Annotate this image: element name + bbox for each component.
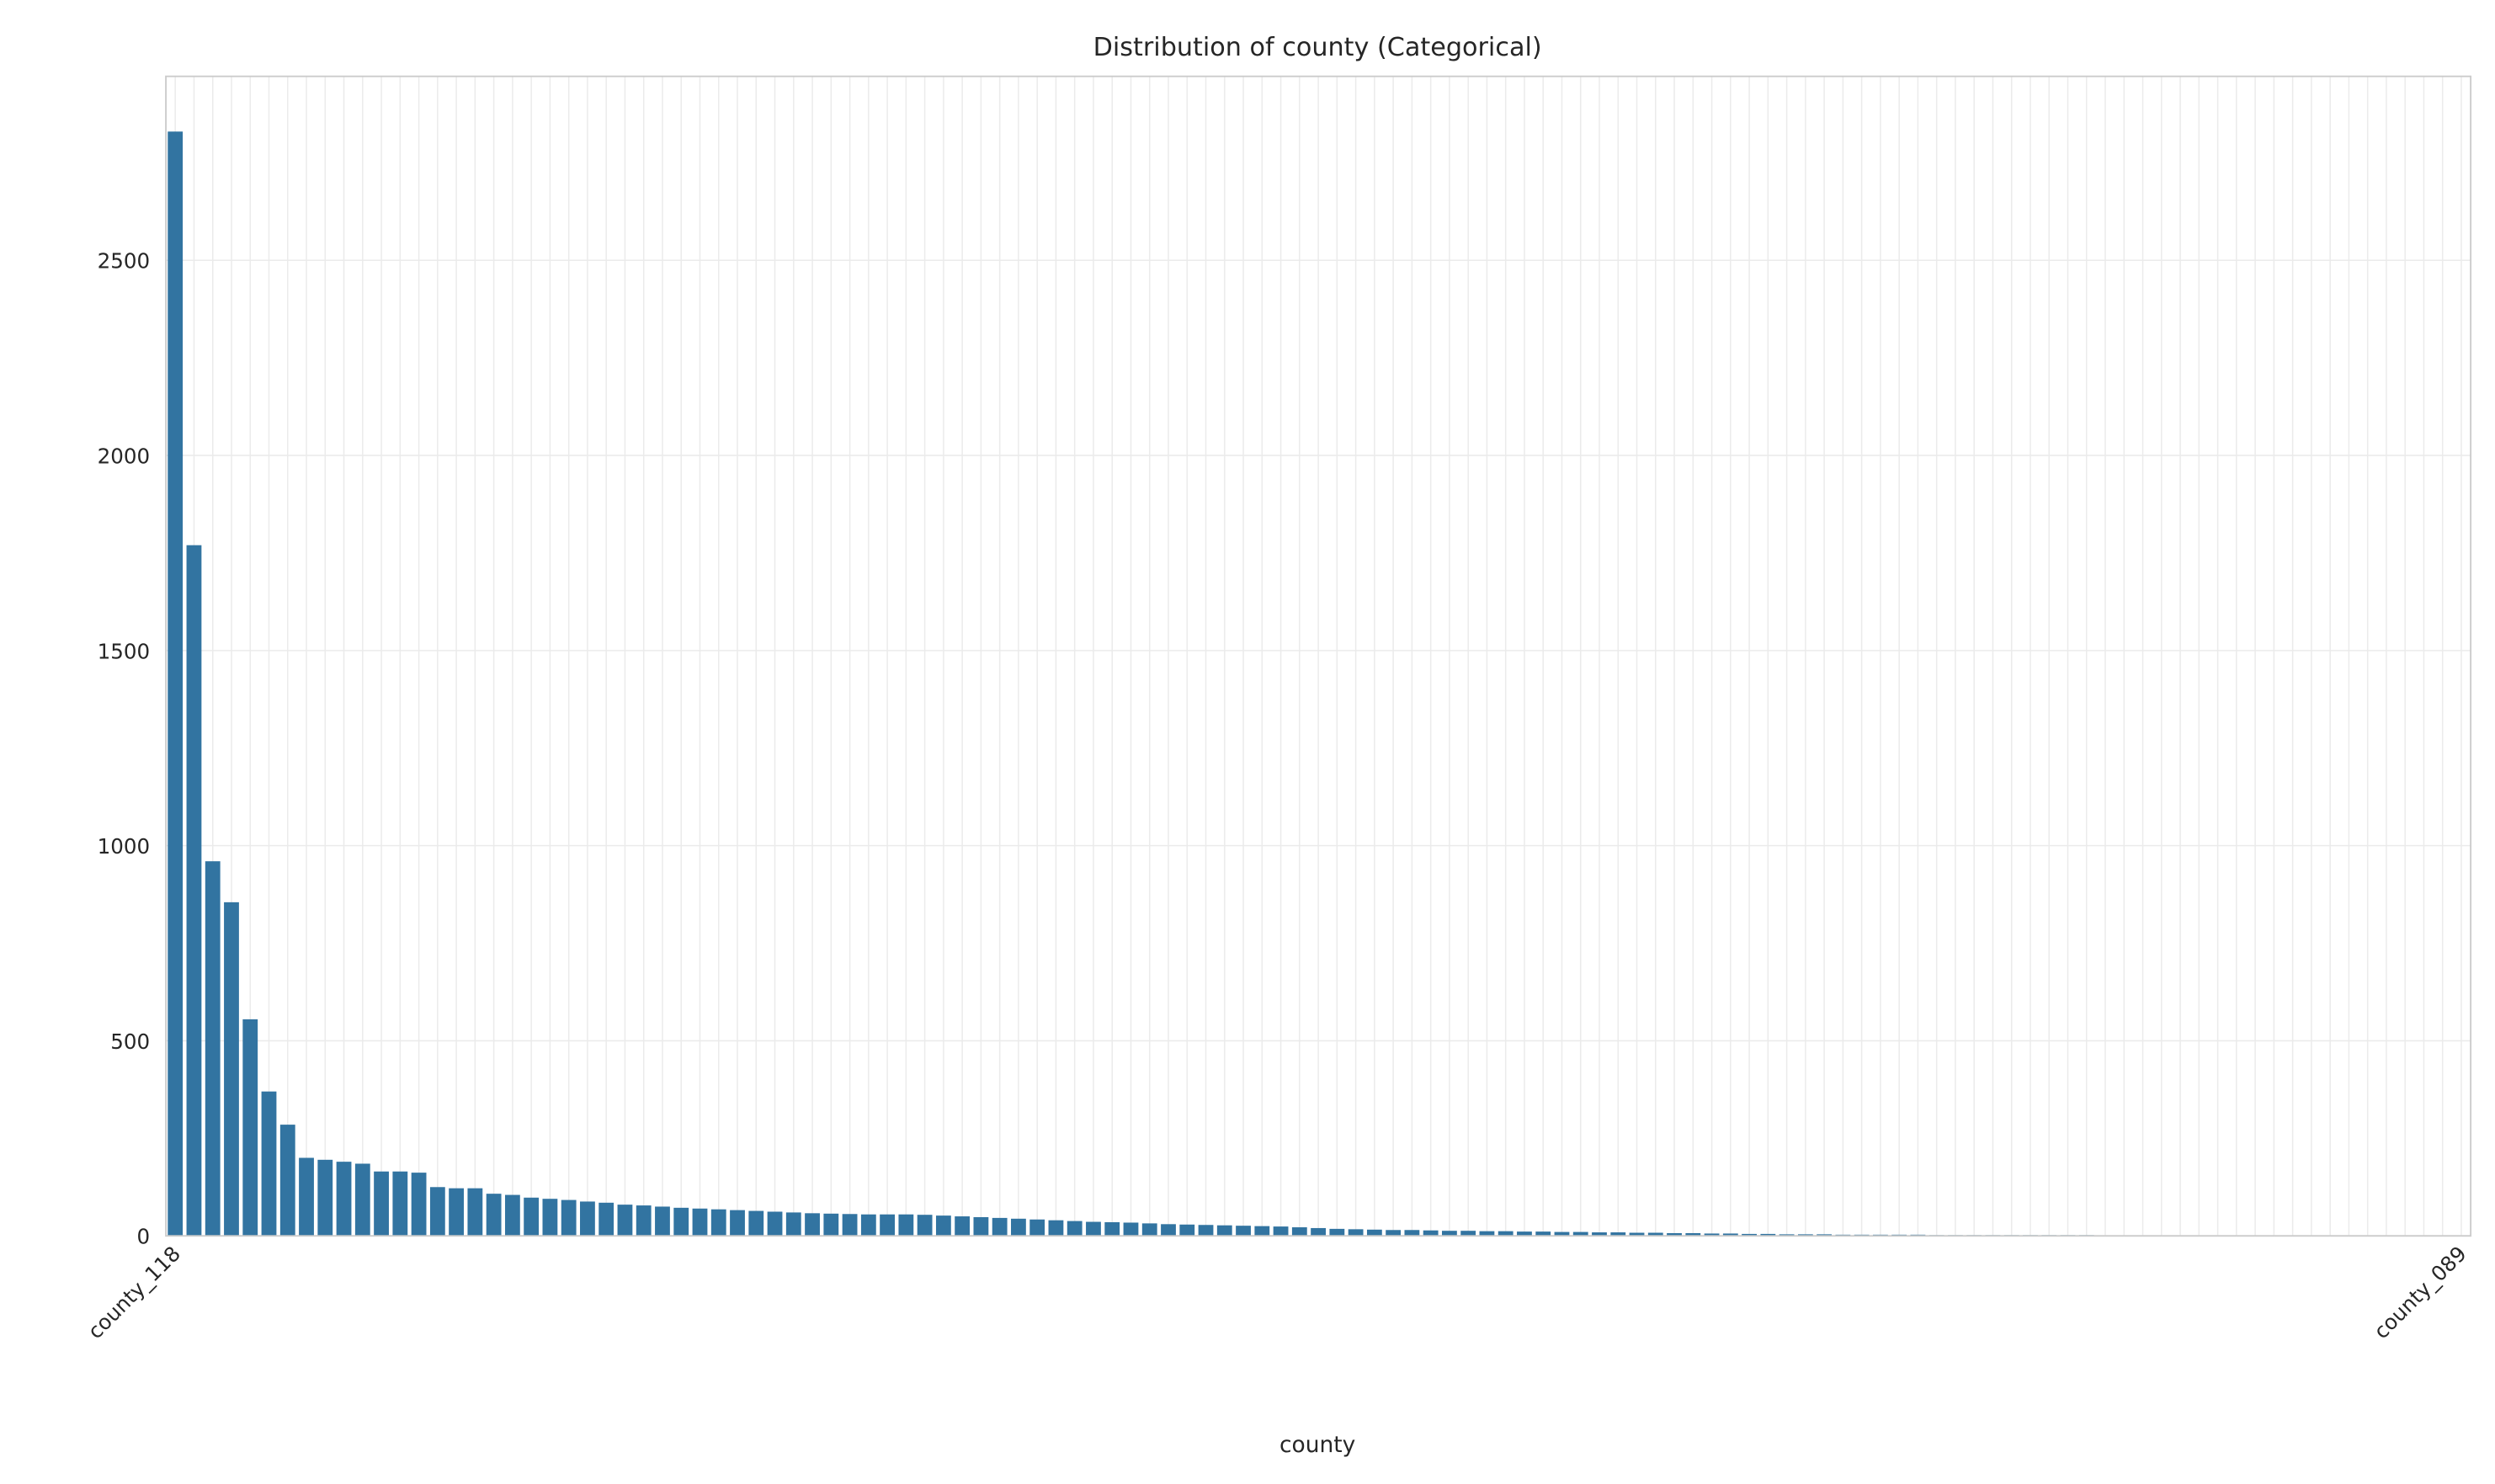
bar <box>1517 1231 1532 1237</box>
bar <box>935 1215 951 1237</box>
bar <box>1704 1233 1720 1237</box>
bar <box>486 1194 502 1237</box>
bar <box>374 1171 389 1237</box>
bar <box>1742 1233 1757 1237</box>
bar <box>1086 1221 1101 1237</box>
bar <box>1104 1221 1120 1237</box>
bar <box>186 545 202 1237</box>
bar <box>392 1171 408 1237</box>
bar <box>1216 1225 1232 1237</box>
bar <box>1311 1227 1326 1237</box>
bar <box>673 1207 689 1237</box>
bar <box>1572 1231 1588 1237</box>
bar <box>898 1214 914 1237</box>
bar <box>805 1213 820 1237</box>
bar <box>561 1199 577 1237</box>
bar <box>785 1212 801 1237</box>
bar <box>710 1209 726 1237</box>
bar <box>1404 1230 1420 1237</box>
bar <box>1348 1229 1364 1237</box>
chart-title: Distribution of county (Categorical) <box>1093 33 1542 62</box>
plot-frame <box>165 75 2472 1237</box>
bar <box>992 1217 1008 1237</box>
bar <box>1198 1225 1214 1237</box>
bar <box>1610 1232 1626 1237</box>
bar <box>299 1157 314 1237</box>
bar <box>1479 1231 1495 1237</box>
bar <box>973 1216 989 1237</box>
bar <box>542 1199 558 1237</box>
bar <box>1722 1233 1738 1237</box>
bar <box>580 1201 595 1237</box>
x-axis-label: county <box>1279 1432 1355 1458</box>
bar <box>1423 1230 1439 1237</box>
bar <box>692 1208 708 1237</box>
bar <box>524 1197 540 1237</box>
bar <box>730 1210 745 1237</box>
bar <box>449 1188 465 1237</box>
bar <box>598 1202 614 1237</box>
bar <box>1048 1220 1064 1237</box>
bar <box>1141 1223 1157 1237</box>
bar <box>1667 1232 1682 1237</box>
bar <box>1592 1232 1607 1237</box>
bar <box>1179 1224 1195 1237</box>
bar <box>1011 1218 1026 1237</box>
bar <box>504 1194 520 1237</box>
bar <box>880 1214 896 1237</box>
bar <box>429 1187 445 1237</box>
bar <box>655 1206 670 1237</box>
bar <box>1460 1231 1476 1237</box>
bar <box>842 1214 858 1237</box>
bar <box>636 1205 652 1237</box>
bar <box>767 1211 783 1237</box>
bar <box>955 1216 971 1237</box>
bar <box>261 1091 277 1237</box>
bar <box>1498 1231 1513 1237</box>
bar <box>1554 1231 1570 1237</box>
bar <box>168 131 184 1237</box>
bar <box>1123 1222 1139 1237</box>
y-tick-label: 500 <box>110 1029 150 1054</box>
bar <box>467 1188 483 1237</box>
bar <box>336 1162 352 1237</box>
bar <box>1442 1231 1457 1237</box>
bar <box>617 1205 633 1237</box>
bar <box>279 1125 295 1237</box>
bar <box>1366 1229 1382 1237</box>
bar <box>1067 1221 1083 1237</box>
bar <box>1291 1227 1307 1237</box>
bar <box>748 1210 764 1237</box>
bar <box>242 1019 258 1237</box>
bar <box>224 902 239 1237</box>
bar <box>917 1215 933 1237</box>
bar <box>1535 1231 1551 1237</box>
bar <box>1647 1232 1663 1237</box>
bar <box>823 1213 839 1237</box>
y-tick-label: 1000 <box>98 834 150 859</box>
bar <box>1760 1233 1776 1237</box>
y-tick-label: 1500 <box>98 639 150 663</box>
bar <box>1161 1224 1176 1237</box>
bar <box>860 1214 876 1237</box>
y-tick-label: 2500 <box>98 249 150 274</box>
bar <box>1629 1232 1645 1237</box>
bar <box>1029 1219 1045 1237</box>
bar <box>1386 1230 1402 1237</box>
bar <box>354 1163 370 1237</box>
bar <box>1273 1226 1289 1237</box>
bar <box>1685 1232 1701 1237</box>
y-tick-label: 0 <box>137 1225 151 1249</box>
bar <box>1329 1228 1345 1237</box>
bar <box>205 861 221 1237</box>
bar <box>1236 1226 1251 1237</box>
bar <box>1254 1226 1270 1237</box>
bar <box>411 1173 427 1237</box>
bar <box>317 1159 333 1237</box>
y-tick-label: 2000 <box>98 444 150 469</box>
